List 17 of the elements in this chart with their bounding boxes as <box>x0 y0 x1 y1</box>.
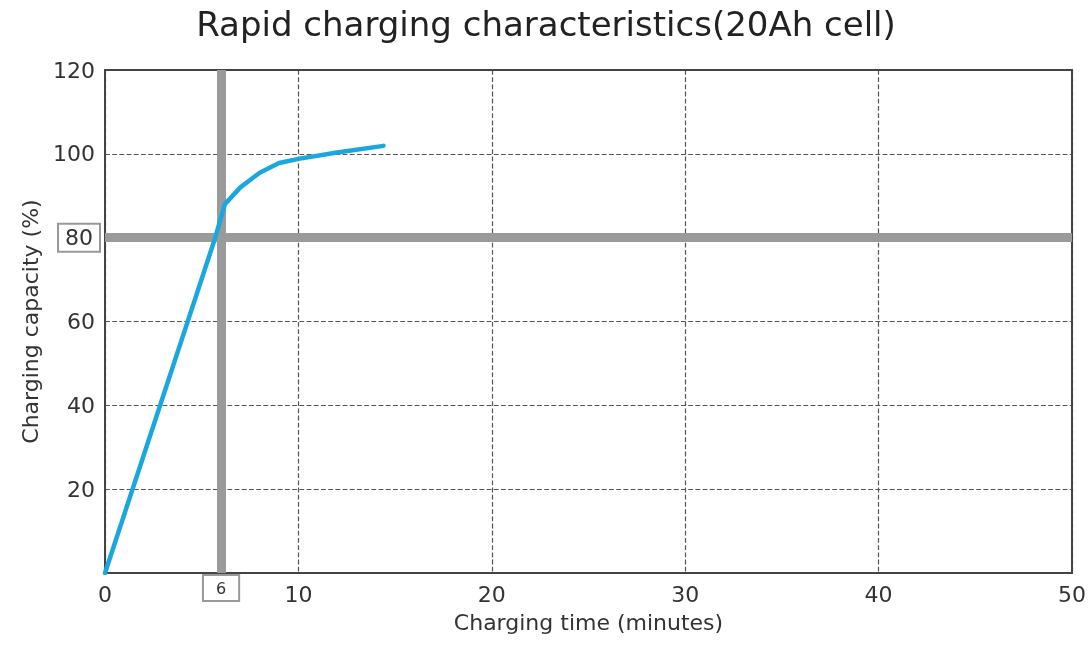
x-tick-label: 50 <box>1058 581 1086 607</box>
x-tick-label: 40 <box>864 581 893 607</box>
y-axis-title: Charging capacity (%) <box>17 199 43 444</box>
y-tick-label: 60 <box>67 309 95 334</box>
y-tick-label: 120 <box>53 57 95 83</box>
line-series <box>102 143 386 576</box>
ref-line-label: 80 <box>65 225 93 251</box>
y-tick-label: 40 <box>67 392 95 418</box>
y-tick-label: 100 <box>53 141 95 167</box>
x-tick-label: 0 <box>98 581 112 607</box>
chart-title: Rapid charging characteristics(20Ah cell) <box>196 4 896 44</box>
y-tick-label: 20 <box>67 476 95 502</box>
x-axis-title: Charging time (minutes) <box>453 609 724 635</box>
x-tick-label: 30 <box>671 581 700 607</box>
x-tick-label: 10 <box>284 581 313 607</box>
ref-line-label: 6 <box>215 578 227 598</box>
x-tick-label: 20 <box>477 581 506 607</box>
